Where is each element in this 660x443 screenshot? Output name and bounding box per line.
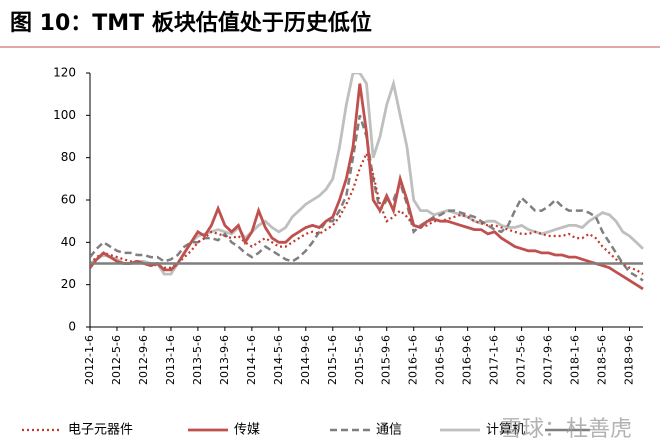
- x-tick-label: 2016-1-6: [407, 335, 420, 385]
- x-tick-label: 2012-1-6: [83, 335, 96, 385]
- y-tick-label: 80: [61, 150, 76, 164]
- x-tick-label: 2013-9-6: [218, 335, 231, 385]
- y-tick-label: 120: [53, 66, 76, 80]
- y-tick-label: 20: [61, 277, 76, 291]
- x-tick-label: 2015-9-6: [380, 335, 393, 385]
- x-tick-label: 2016-9-6: [461, 335, 474, 385]
- x-tick-label: 2014-5-6: [272, 335, 285, 385]
- x-tick-label: 2018-9-6: [623, 335, 636, 385]
- x-tick-label: 2017-1-6: [488, 335, 501, 385]
- y-tick-label: 60: [61, 193, 76, 207]
- x-tick-label: 2017-9-6: [542, 335, 555, 385]
- x-tick-label: 2017-5-6: [515, 335, 528, 385]
- series-line: [90, 150, 644, 276]
- x-tick-label: 2012-5-6: [110, 335, 123, 385]
- x-tick-label: 2014-1-6: [245, 335, 258, 385]
- legend-label: 电子元器件: [68, 423, 133, 438]
- x-tick-label: 2018-5-6: [596, 335, 609, 385]
- x-tick-label: 2018-1-6: [569, 335, 582, 385]
- y-tick-label: 40: [61, 235, 76, 249]
- legend-label: 传媒: [234, 423, 260, 438]
- x-tick-label: 2012-9-6: [137, 335, 150, 385]
- watermark: 雪球：杜善虎: [500, 417, 632, 442]
- x-tick-label: 2014-9-6: [299, 335, 312, 385]
- legend-label: 通信: [376, 423, 402, 438]
- x-tick-label: 2016-5-6: [434, 335, 447, 385]
- series-line: [90, 83, 644, 291]
- y-tick-label: 100: [53, 108, 76, 122]
- legend-label: 计算机: [486, 423, 525, 438]
- y-tick-label: 0: [68, 320, 76, 334]
- series-line: [90, 73, 644, 276]
- x-tick-label: 2013-5-6: [191, 335, 204, 385]
- x-tick-label: 2015-1-6: [326, 335, 339, 385]
- chart-title: 图 10：TMT 板块估值处于历史低位: [10, 10, 372, 36]
- x-tick-label: 2013-1-6: [164, 335, 177, 385]
- x-tick-label: 2015-5-6: [353, 335, 366, 385]
